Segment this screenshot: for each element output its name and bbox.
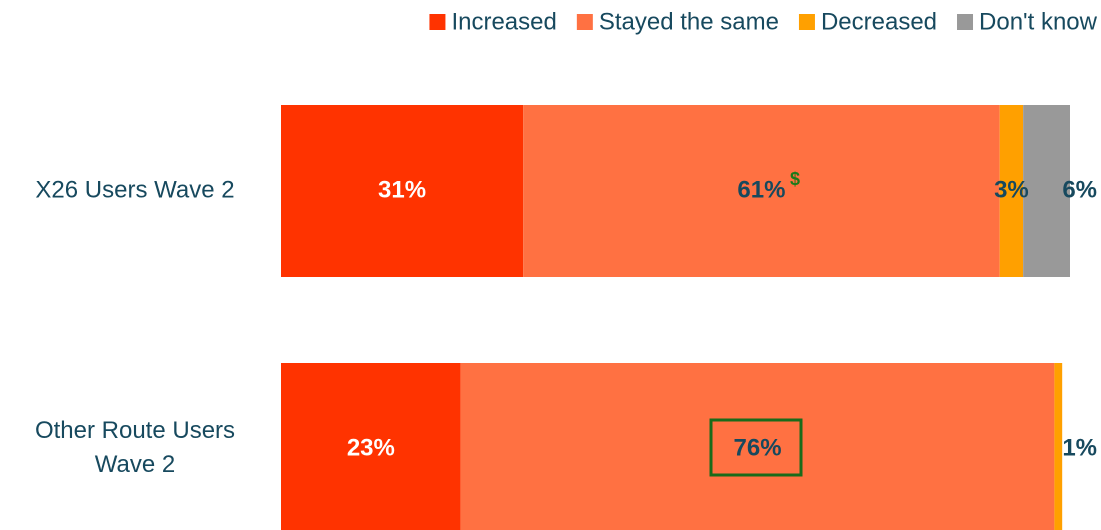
bar-segment <box>281 363 461 530</box>
legend-swatch <box>957 14 974 30</box>
legend-swatch <box>798 14 815 30</box>
legend: Increased Stayed the same Decreased Don't k… <box>429 8 1098 35</box>
annotation: $ <box>790 169 800 189</box>
category-label: X26 Users Wave 2 <box>35 176 234 203</box>
legend-label: Increased <box>451 8 556 35</box>
legend-label: Don't know <box>979 8 1098 35</box>
value-label: 76% <box>734 434 782 461</box>
highlight-box <box>709 418 803 477</box>
bar-segment <box>460 363 1055 530</box>
legend-label: Stayed the same <box>599 8 779 35</box>
bar-segment <box>1023 105 1070 277</box>
bars <box>281 105 1070 530</box>
legend-swatch <box>429 14 446 30</box>
value-label: 61% <box>737 176 785 203</box>
legend-swatch <box>576 14 593 30</box>
value-label: 23% <box>347 434 395 461</box>
bar-segment <box>281 105 524 277</box>
value-label: 1% <box>1062 434 1097 461</box>
legend-label: Decreased <box>821 8 937 35</box>
value-label: 3% <box>994 176 1029 203</box>
category-label: Other Route Users Wave 2 <box>35 417 235 478</box>
value-label: 6% <box>1062 176 1097 203</box>
value-label: 31% <box>378 176 426 203</box>
bar-segment <box>523 105 1000 277</box>
bar-segment <box>1054 363 1063 530</box>
bar-segment <box>999 105 1024 277</box>
labels: 31% 61% 3% 6% 23% 76% 1% <box>347 176 1097 461</box>
